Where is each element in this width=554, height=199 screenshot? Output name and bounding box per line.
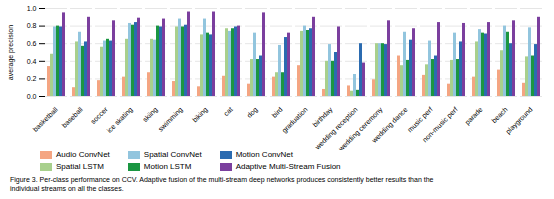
html-text:Motion ConvNet: Motion ConvNet (235, 150, 293, 159)
svg-text:graduation: graduation (280, 106, 309, 135)
svg-text:skiing: skiing (141, 106, 159, 124)
html-text:Adaptive Multi-Stream Fusion: Adaptive Multi-Stream Fusion (235, 162, 341, 171)
svg-text:beach: beach (490, 106, 509, 125)
svg-text:parade: parade (463, 106, 484, 127)
svg-text:dog: dog (246, 106, 260, 120)
svg-text:baseball: baseball (60, 105, 84, 129)
html-text:individual streams on all the: individual streams on all the classes. (10, 185, 124, 192)
svg-text:0.4: 0.4 (27, 58, 37, 65)
html-text:Motion LSTM: Motion LSTM (143, 162, 192, 171)
svg-text:non-music perf: non-music perf (421, 106, 459, 144)
svg-text:0.8: 0.8 (27, 22, 37, 29)
html-text:Audio ConvNet: Audio ConvNet (56, 150, 110, 159)
html-text:Spatial ConvNet: Spatial ConvNet (143, 150, 202, 159)
svg-text:0.0: 0.0 (27, 93, 37, 100)
svg-text:0.6: 0.6 (27, 40, 37, 47)
svg-text:basketball: basketball (32, 105, 60, 133)
svg-text:cat: cat (222, 106, 234, 118)
svg-text:swimming: swimming (157, 106, 185, 134)
svg-text:ice skating: ice skating (105, 106, 134, 135)
html-text:Spatial LSTM: Spatial LSTM (56, 162, 104, 171)
svg-text:0.2: 0.2 (27, 75, 37, 82)
svg-text:wedding ceremony: wedding ceremony (337, 105, 385, 150)
svg-text:music perf: music perf (406, 105, 434, 134)
svg-text:wedding dance: wedding dance (370, 106, 410, 146)
svg-text:average precision: average precision (7, 25, 15, 80)
svg-text:wedding reception: wedding reception (313, 106, 360, 150)
svg-text:playground: playground (504, 106, 534, 136)
html-text:Figure 3. Per-class performanc: Figure 3. Per-class performance on CCV. … (10, 176, 434, 183)
svg-text:soccer: soccer (89, 105, 109, 125)
svg-text:biking: biking (191, 106, 210, 125)
svg-text:1.0: 1.0 (27, 5, 37, 12)
svg-text:bird: bird (271, 106, 284, 119)
svg-text:birthday: birthday (311, 105, 335, 129)
